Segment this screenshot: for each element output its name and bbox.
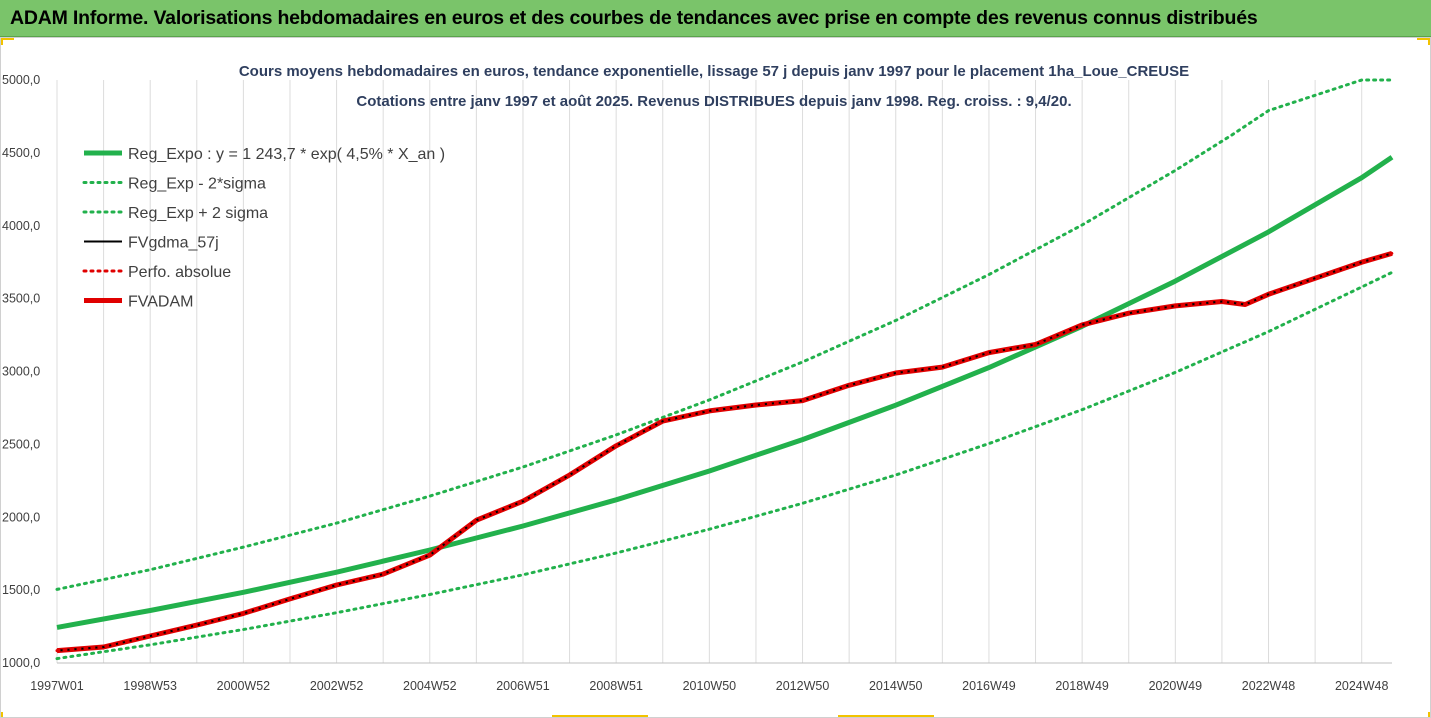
- y-tick-label: 4500,0: [2, 146, 40, 160]
- chart-title: Cours moyens hebdomadaires en euros, ten…: [239, 63, 1189, 80]
- x-tick-label: 2002W52: [310, 679, 364, 693]
- chart-subtitle: Cotations entre janv 1997 et août 2025. …: [356, 93, 1071, 110]
- chart-legend: Reg_Expo : y = 1 243,7 * exp( 4,5% * X_a…: [82, 146, 445, 311]
- y-tick-label: 3000,0: [2, 365, 40, 379]
- x-tick-label: 2010W50: [683, 679, 737, 693]
- x-tick-label: 2016W49: [962, 679, 1016, 693]
- corner-mark-top-right-v: [1428, 37, 1431, 45]
- legend-label: Perfo. absolue: [128, 264, 231, 281]
- corner-mark-top-left: [0, 37, 14, 40]
- grid-layer: [56, 80, 1392, 664]
- y-tick-label: 3500,0: [2, 292, 40, 306]
- x-tick-label: 2018W49: [1055, 679, 1109, 693]
- report-banner: ADAM Informe. Valorisations hebdomadaire…: [0, 0, 1431, 37]
- x-tick-label: 2020W49: [1149, 679, 1203, 693]
- series-layer: [55, 78, 1394, 661]
- x-tick-label: 1997W01: [30, 679, 84, 693]
- y-tick-label: 5000,0: [2, 73, 40, 87]
- x-axis-ticks: 1997W01 1998W53 2000W52 2002W52 2004W52 2006W…: [30, 679, 1388, 693]
- x-tick-label: 2014W50: [869, 679, 923, 693]
- series-line-4: [55, 251, 1394, 653]
- x-tick-label: 2022W48: [1242, 679, 1296, 693]
- legend-label: FVgdma_57j: [128, 235, 219, 252]
- series-line-0: [56, 155, 1394, 630]
- corner-mark-top-left-v: [0, 37, 3, 45]
- x-tick-label: 1998W53: [123, 679, 177, 693]
- report-title: ADAM Informe. Valorisations hebdomadaire…: [10, 7, 1258, 29]
- x-tick-label: 2004W52: [403, 679, 457, 693]
- legend-label: FVADAM: [128, 294, 193, 311]
- corner-mark-bottom-mid-2: [838, 715, 934, 718]
- x-tick-label: 2008W51: [589, 679, 643, 693]
- series-line-2: [55, 78, 1394, 591]
- y-tick-label: 1000,0: [2, 656, 40, 670]
- y-tick-label: 4000,0: [2, 219, 40, 233]
- x-tick-label: 2024W48: [1335, 679, 1389, 693]
- legend-label: Reg_Exp + 2 sigma: [128, 205, 268, 222]
- corner-mark-bottom-right: [1428, 712, 1431, 718]
- legend-label: Reg_Expo : y = 1 243,7 * exp( 4,5% * X_a…: [128, 146, 445, 163]
- corner-mark-bottom-mid-1: [552, 715, 648, 718]
- y-tick-label: 2000,0: [2, 510, 40, 524]
- corner-mark-top-right: [1417, 37, 1431, 40]
- y-tick-label: 1500,0: [2, 583, 40, 597]
- corner-mark-bottom-left: [0, 712, 3, 718]
- y-tick-label: 2500,0: [2, 437, 40, 451]
- x-tick-label: 2012W50: [776, 679, 830, 693]
- x-tick-label: 2000W52: [217, 679, 271, 693]
- x-tick-label: 2006W51: [496, 679, 550, 693]
- series-line-1: [55, 270, 1394, 661]
- legend-label: Reg_Exp - 2*sigma: [128, 176, 266, 193]
- y-axis-ticks: 1000,0 1500,0 2000,0 2500,0 3000,0 3500,0 4000…: [2, 73, 40, 670]
